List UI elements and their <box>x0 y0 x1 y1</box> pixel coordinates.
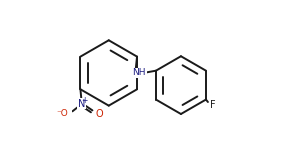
Text: +: + <box>82 96 88 105</box>
Text: N: N <box>78 99 85 109</box>
Text: F: F <box>210 100 216 110</box>
Text: O: O <box>95 109 103 119</box>
Text: ⁻O: ⁻O <box>57 109 68 118</box>
Text: NH: NH <box>132 68 146 78</box>
